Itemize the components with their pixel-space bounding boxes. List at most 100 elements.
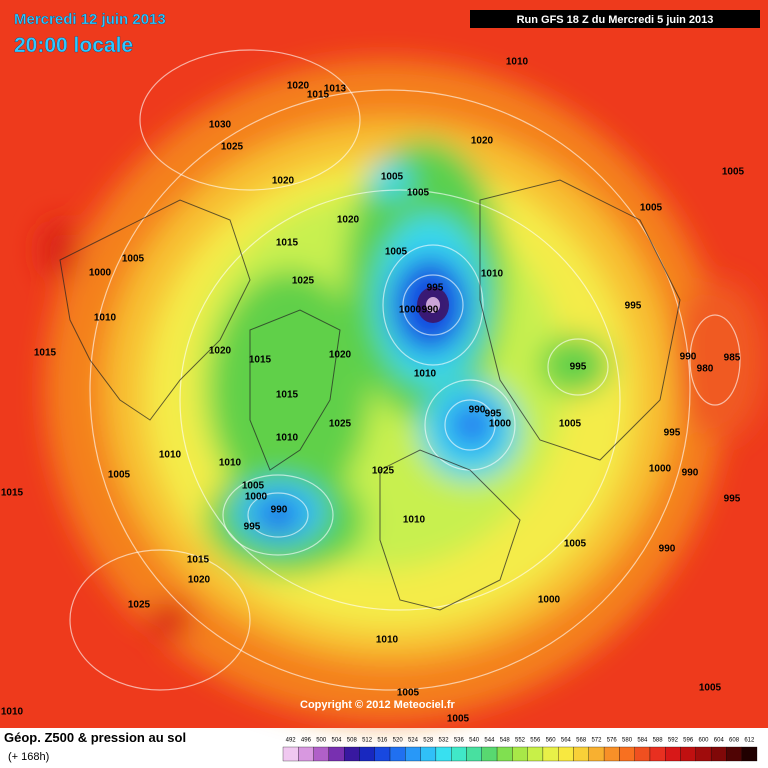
legend-label: 508 bbox=[347, 738, 358, 744]
isobar-label: 1000 bbox=[399, 305, 422, 316]
legend-swatch bbox=[451, 746, 467, 762]
isobar-label: 1020 bbox=[337, 215, 360, 226]
legend-label: 600 bbox=[698, 738, 709, 744]
legend-label: 532 bbox=[439, 738, 450, 744]
isobar-label: 1020 bbox=[272, 176, 295, 187]
legend-label: 608 bbox=[729, 738, 740, 744]
isobar-label: 1015 bbox=[249, 355, 272, 366]
legend-swatch bbox=[496, 746, 513, 762]
isobar-label: 1020 bbox=[209, 346, 232, 357]
legend-swatch bbox=[542, 746, 559, 762]
isobar-label: 990 bbox=[682, 468, 699, 479]
legend-label: 564 bbox=[561, 738, 572, 744]
isobar-label: 1015 bbox=[276, 238, 299, 249]
isobar-label: 1005 bbox=[699, 683, 722, 694]
isobar-label: 980 bbox=[697, 364, 714, 375]
isobar-label: 1015 bbox=[276, 390, 299, 401]
legend-label: 576 bbox=[607, 738, 618, 744]
isobar-label: 1000 bbox=[538, 595, 561, 606]
isobar-label: 1005 bbox=[385, 247, 408, 258]
legend-swatch bbox=[619, 746, 635, 762]
legend-swatch bbox=[282, 746, 299, 762]
isobar-label: 1015 bbox=[187, 555, 210, 566]
isobar-label: 1005 bbox=[407, 188, 430, 199]
legend-swatch bbox=[374, 746, 391, 762]
isobar-label: 995 bbox=[485, 409, 502, 420]
isobar-label: 990 bbox=[680, 352, 697, 363]
isobar-label: 1010 bbox=[506, 57, 529, 68]
legend-swatch bbox=[573, 746, 589, 762]
legend-swatch bbox=[634, 746, 651, 762]
isobar-label: 1010 bbox=[94, 313, 117, 324]
isobar-label: 1010 bbox=[159, 450, 182, 461]
legend-label: 568 bbox=[576, 738, 587, 744]
legend-swatch bbox=[558, 746, 574, 762]
copyright: Copyright © 2012 Meteociel.fr bbox=[300, 699, 456, 711]
isobar-label: 1005 bbox=[381, 172, 404, 183]
isobar-label: 1010 bbox=[481, 269, 504, 280]
isobar-labels: 1010102010151013103010251020100510051020… bbox=[1, 57, 745, 725]
isobar-label: 1010 bbox=[403, 515, 426, 526]
isobar-label: 1025 bbox=[128, 600, 151, 611]
isobar-label: 1020 bbox=[471, 136, 494, 147]
isobar-label: 1005 bbox=[722, 167, 745, 178]
isobar-label: 1020 bbox=[329, 350, 352, 361]
time: 20:00 locale bbox=[14, 34, 133, 57]
isobar-label: 1010 bbox=[219, 458, 242, 469]
isobar-label: 1025 bbox=[221, 142, 244, 153]
legend-label: 592 bbox=[668, 738, 679, 744]
isobar-label: 1025 bbox=[292, 276, 315, 287]
legend-label: 524 bbox=[408, 738, 419, 744]
isobar-label: 995 bbox=[724, 494, 741, 505]
legend-swatch bbox=[680, 746, 696, 762]
legend-swatch bbox=[359, 746, 375, 762]
legend-label: 548 bbox=[500, 738, 511, 744]
date: Mercredi 12 juin 2013 bbox=[14, 11, 166, 28]
legend-swatch bbox=[512, 746, 528, 762]
legend-label: 612 bbox=[744, 738, 755, 744]
legend-swatch bbox=[344, 746, 360, 762]
legend-label: 500 bbox=[316, 738, 327, 744]
isobar-label: 1005 bbox=[447, 714, 470, 725]
isobar-label: 1005 bbox=[108, 470, 131, 481]
isobar-label: 995 bbox=[625, 301, 642, 312]
legend-swatch bbox=[603, 746, 620, 762]
legend-swatch bbox=[466, 746, 482, 762]
run-info: Run GFS 18 Z du Mercredi 5 juin 2013 bbox=[517, 14, 714, 26]
isobar-label: 995 bbox=[570, 362, 587, 373]
isobar-label: 990 bbox=[271, 505, 288, 516]
isobar-label: 1025 bbox=[329, 419, 352, 430]
legend: 492 496 500 504 508 512 516 520 524 528 532 536 540 5… bbox=[282, 738, 758, 762]
legend-swatch bbox=[481, 746, 498, 762]
isobar-label: 990 bbox=[469, 405, 486, 416]
isobar-label: 1005 bbox=[242, 481, 265, 492]
legend-swatch bbox=[405, 746, 421, 762]
legend-swatch bbox=[420, 746, 437, 762]
legend-swatch bbox=[710, 746, 727, 762]
legend-label: 492 bbox=[286, 738, 297, 744]
legend-label: 536 bbox=[454, 738, 465, 744]
legend-swatch bbox=[328, 746, 345, 762]
isobar-label: 1030 bbox=[209, 120, 232, 131]
legend-label: 580 bbox=[622, 738, 633, 744]
legend-label: 496 bbox=[301, 738, 312, 744]
legend-label: 572 bbox=[591, 738, 602, 744]
isobar-label: 1010 bbox=[414, 369, 437, 380]
legend-label: 560 bbox=[546, 738, 557, 744]
legend-swatch bbox=[665, 746, 681, 762]
isobar-label: 995 bbox=[664, 428, 681, 439]
isobar-label: 1020 bbox=[287, 81, 310, 92]
isobar-label: 1013 bbox=[324, 84, 347, 95]
isobar-label: 1005 bbox=[397, 688, 420, 699]
isobar-label: 1005 bbox=[559, 419, 582, 430]
legend-swatch bbox=[313, 746, 330, 762]
legend-label: 556 bbox=[530, 738, 541, 744]
legend-label: 544 bbox=[484, 738, 495, 744]
legend-swatch bbox=[695, 746, 712, 762]
footer-lead: (+ 168h) bbox=[8, 751, 49, 763]
isobar-label: 1015 bbox=[34, 348, 57, 359]
isobars bbox=[69, 49, 741, 691]
legend-label: 596 bbox=[683, 738, 694, 744]
legend-swatch bbox=[726, 746, 742, 762]
